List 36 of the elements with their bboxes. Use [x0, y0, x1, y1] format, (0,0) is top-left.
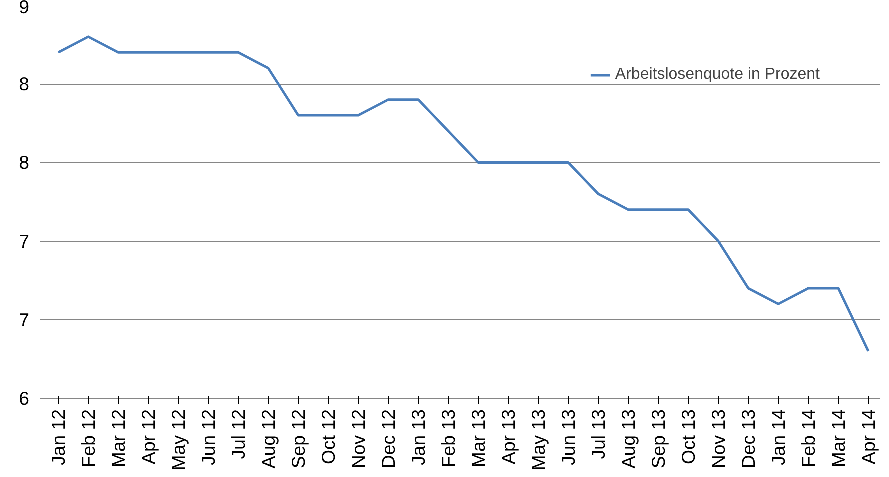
x-tick-label: May 13: [528, 409, 549, 471]
y-tick-label: 7: [19, 309, 30, 330]
y-tick-label: 8: [19, 152, 30, 174]
x-tick-label: Jul 12: [228, 409, 249, 460]
legend-label: Arbeitslosenquote in Prozent: [615, 66, 820, 84]
y-tick-label: 7: [19, 230, 30, 252]
x-tick-label: Sep 13: [648, 409, 669, 469]
x-tick-label: Oct 13: [678, 409, 699, 464]
x-tick-label: Nov 13: [708, 409, 729, 469]
x-tick-label: Jun 13: [558, 410, 579, 466]
x-tick-label: Jun 12: [198, 410, 219, 466]
x-tick-label: Dec 12: [378, 409, 399, 469]
x-tick-label: Apr 12: [138, 410, 159, 464]
x-tick-label: Feb 14: [798, 409, 819, 468]
x-tick-label: May 12: [168, 409, 189, 471]
x-tick-label: Oct 12: [318, 409, 339, 464]
x-tick-label: Jan 13: [408, 410, 429, 466]
x-tick-label: Nov 12: [348, 409, 369, 469]
x-tick-label: Jan 14: [768, 410, 789, 466]
x-tick-label: Dec 13: [738, 409, 759, 469]
x-tick-label: Aug 13: [618, 409, 639, 469]
x-tick-label: Mar 14: [828, 409, 849, 468]
y-tick-label: 6: [19, 388, 30, 409]
x-tick-label: Mar 13: [468, 409, 489, 468]
x-tick-label: Mar 12: [108, 409, 129, 468]
y-tick-label: 8: [19, 74, 30, 95]
x-tick-label: Apr 13: [498, 410, 519, 464]
x-tick-label: Feb 12: [78, 409, 99, 468]
y-tick-label: 9: [19, 0, 30, 18]
x-tick-label: Apr 14: [858, 410, 879, 464]
x-tick-label: Aug 12: [258, 409, 279, 469]
x-tick-label: Feb 13: [438, 409, 459, 468]
line-series: [57, 36, 870, 353]
x-tick-label: Jul 13: [588, 409, 609, 460]
x-tick-label: Jan 12: [48, 410, 69, 466]
x-tick-label: Sep 12: [288, 409, 309, 469]
